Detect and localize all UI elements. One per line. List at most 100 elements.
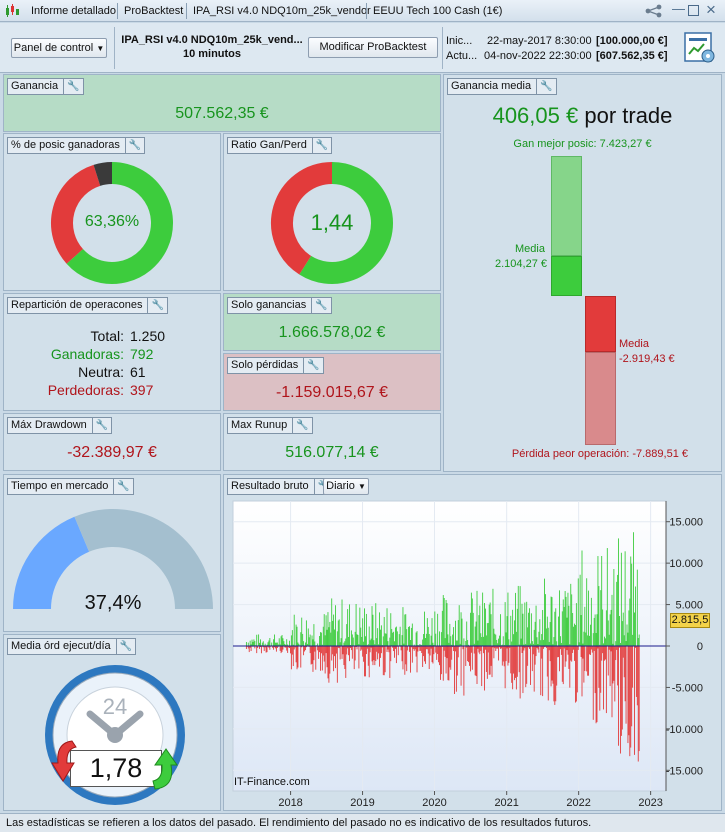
panel-control-button[interactable]: Panel de control ▼ <box>11 38 107 58</box>
loss-media-label: Media <box>619 338 649 350</box>
row-value: 792 <box>130 346 154 362</box>
best-trade-bar <box>551 156 582 256</box>
y-tick-label: -15.000 <box>666 765 703 777</box>
wrench-icon[interactable]: 🔧 <box>63 79 80 94</box>
modify-probacktest-button[interactable]: Modificar ProBacktest <box>308 37 438 58</box>
tab-instrument[interactable]: EEUU Tech 100 Cash (1€) <box>373 5 503 17</box>
chevron-down-icon: ▼ <box>357 482 366 491</box>
row-value: 1.250 <box>130 328 166 344</box>
pct-ganadoras-panel: % de posic ganadoras 🔧 63,36% <box>3 133 221 291</box>
strategy-name: IPA_RSI v4.0 NDQ10m_25k_vend... <box>121 34 303 46</box>
minimize-icon[interactable]: — <box>672 1 685 16</box>
y-tick-label: 10.000 <box>669 558 703 570</box>
row-key: Neutra: <box>78 364 124 380</box>
wrench-icon[interactable]: 🔧 <box>311 298 328 313</box>
x-tick-label: 2020 <box>422 797 446 809</box>
title-bar: Informe detallado ProBacktest IPA_RSI v4… <box>0 0 725 22</box>
ganancia-media-value-row: 406,05 € por trade <box>444 103 721 129</box>
ganancia-label: Ganancia 🔧 <box>7 78 84 95</box>
current-label: Actu... <box>446 50 478 62</box>
row-value: 61 <box>130 364 146 380</box>
wrench-icon[interactable]: 🔧 <box>311 138 328 153</box>
ganancia-media-panel: Ganancia media 🔧 406,05 € por trade Gan m… <box>443 74 722 472</box>
wrench-icon[interactable]: 🔧 <box>91 418 108 433</box>
row-total: Total: 1.250 <box>4 328 222 346</box>
perdidas-segment <box>271 162 333 275</box>
arrow-up-icon <box>152 748 178 790</box>
max-drawdown-panel: Máx Drawdown 🔧 -32.389,97 € <box>3 413 221 471</box>
media-ord-value: 1,78 <box>70 750 162 787</box>
media-ord-label: Media órd ejecut/día 🔧 <box>7 638 137 655</box>
y-tick-label: -10.000 <box>666 724 703 736</box>
worst-trade-bar <box>585 352 616 445</box>
current-capital: [607.562,35 €] <box>596 50 668 62</box>
report-settings-icon[interactable] <box>684 32 716 64</box>
media-ord-panel: Media órd ejecut/día 🔧 24 1,78 <box>3 634 221 811</box>
ganadoras-segment <box>66 162 173 284</box>
row-key: Total: <box>90 328 124 344</box>
wrench-icon[interactable]: 🔧 <box>303 358 320 373</box>
maximize-icon[interactable] <box>688 5 699 16</box>
ratio-panel: Ratio Gan/Perd 🔧 1,44 <box>223 133 441 291</box>
gauge-fill <box>13 516 90 609</box>
ganancias-segment <box>299 162 393 284</box>
perdedoras-segment <box>51 164 101 264</box>
gauge-rest <box>74 509 214 609</box>
row-value: 397 <box>130 382 154 398</box>
period-dropdown[interactable]: Diario ▼ <box>323 478 369 495</box>
tiempo-mercado-gauge <box>13 509 214 609</box>
max-runup-panel: Max Runup 🔧 516.077,14 € <box>223 413 441 471</box>
status-bar: Las estadísticas se refieren a los datos… <box>0 813 725 832</box>
loss-media-bar <box>585 296 616 352</box>
tab-probacktest[interactable]: ProBacktest <box>124 5 184 17</box>
tiempo-mercado-label: Tiempo en mercado 🔧 <box>7 478 134 495</box>
reparticion-list: Total: 1.250 Ganadoras: 792 Neutra: 61 Perd… <box>4 328 222 400</box>
solo-perdidas-value: -1.159.015,67 € <box>275 384 389 401</box>
best-trade-label: Gan mejor posic: 7.423,27 € <box>513 138 652 150</box>
candlestick-icon <box>6 4 19 17</box>
max-drawdown-label: Máx Drawdown 🔧 <box>7 417 113 434</box>
clock-number: 24 <box>103 694 127 719</box>
start-label: Inic... <box>446 35 473 47</box>
wrench-icon[interactable]: 🔧 <box>536 79 553 94</box>
x-tick-label: 2022 <box>566 797 590 809</box>
loss-media-value: -2.919,43 € <box>619 353 675 365</box>
tab-informe-detallado[interactable]: Informe detallado <box>31 5 116 17</box>
y-tick-label: -5.000 <box>672 682 703 694</box>
tiempo-mercado-value: 37,4% <box>84 592 142 614</box>
x-tick-label: 2021 <box>494 797 518 809</box>
y-tick-label: 5.000 <box>675 600 703 612</box>
wrench-icon[interactable]: 🔧 <box>115 639 132 654</box>
wrench-icon[interactable]: 🔧 <box>147 298 164 313</box>
solo-ganancias-panel: Solo ganancias 🔧 1.666.578,02 € <box>223 293 441 351</box>
row-key: Perdedoras: <box>47 382 124 398</box>
panel-control-label: Panel de control <box>13 42 94 54</box>
solo-ganancias-value: 1.666.578,02 € <box>278 324 386 341</box>
pct-ganadoras-value: 63,36% <box>84 213 140 230</box>
close-icon[interactable]: × <box>706 0 716 19</box>
ratio-label: Ratio Gan/Perd 🔧 <box>227 137 333 154</box>
row-neutra: Neutra: 61 <box>4 364 222 382</box>
solo-ganancias-label: Solo ganancias 🔧 <box>227 297 332 314</box>
arrow-down-icon <box>51 740 77 782</box>
wrench-icon[interactable]: 🔧 <box>292 418 309 433</box>
neutras-segment <box>93 162 113 186</box>
pct-ganadoras-donut <box>51 162 173 284</box>
current-date: 04-nov-2022 22:30:00 <box>484 50 592 62</box>
y-tick-label: 0 <box>697 641 703 653</box>
wrench-icon[interactable]: 🔧 <box>113 479 130 494</box>
x-tick-label: 2023 <box>638 797 662 809</box>
reparticion-label: Repartición de operacones 🔧 <box>7 297 168 314</box>
share-icon[interactable] <box>645 4 663 18</box>
max-runup-value: 516.077,14 € <box>285 444 379 461</box>
y-tick-label: 15.000 <box>669 517 703 529</box>
tab-strategy[interactable]: IPA_RSI v4.0 NDQ10m_25k_vendor <box>193 5 371 17</box>
ratio-donut <box>271 162 393 284</box>
wrench-icon[interactable]: 🔧 <box>124 138 141 153</box>
row-ganadoras: Ganadoras: 792 <box>4 346 222 364</box>
resultado-bruto-label: Resultado bruto🔧 <box>227 478 335 495</box>
worst-trade-label: Pérdida peor operación: -7.889,51 € <box>511 448 688 460</box>
ganancia-panel: Ganancia 🔧 507.562,35 € <box>3 74 441 132</box>
ganancia-value: 507.562,35 € <box>175 105 269 122</box>
start-capital: [100.000,00 €] <box>596 35 668 47</box>
